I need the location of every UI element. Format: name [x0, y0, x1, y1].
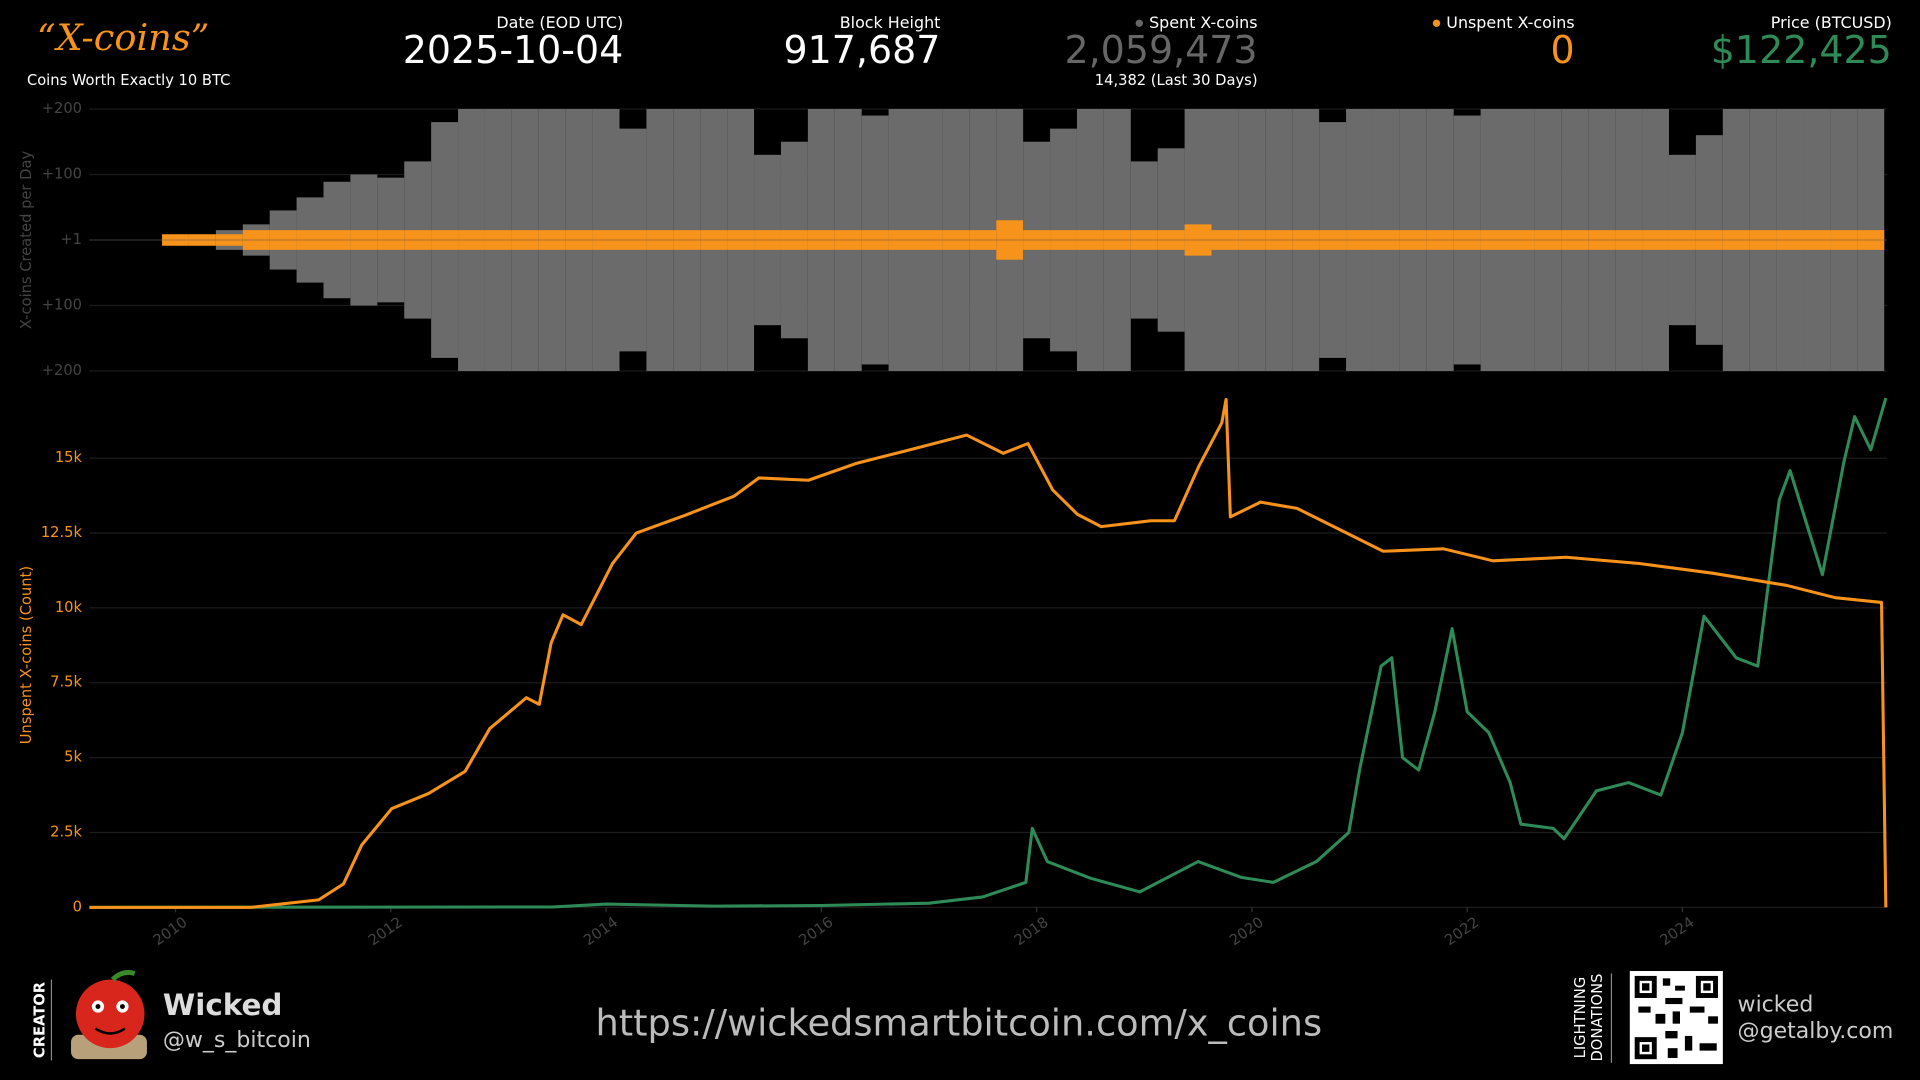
stat-label: Date (EOD UTC) [496, 13, 623, 32]
subtitle: Coins Worth Exactly 10 BTC [27, 72, 230, 89]
y-tick-label: +1 [60, 231, 82, 248]
stat-note: 14,382 (Last 30 Days) [1095, 72, 1258, 89]
donation-handle: @getalby.com [1738, 1019, 1894, 1044]
stat-label: Price (BTCUSD) [1771, 13, 1892, 32]
stat-label: Block Height [840, 13, 941, 32]
y-tick-label: 0 [73, 898, 82, 915]
url[interactable]: https://wickedsmartbitcoin.com/x_coins [595, 1001, 1322, 1044]
y-tick-label: 12.5k [41, 524, 83, 541]
y-axis-label: Unspent X-coins (Count) [18, 566, 35, 744]
y-tick-label: +100 [42, 165, 82, 182]
stat-value: $122,425 [1711, 28, 1892, 72]
stat-value: 2,059,473 [1064, 28, 1257, 72]
qr-code[interactable] [1629, 971, 1723, 1065]
stat-value: 2025-10-04 [403, 28, 623, 72]
avatar [71, 970, 147, 1060]
creator-label: CREATOR [31, 981, 48, 1058]
y-tick-label: 5k [64, 749, 82, 766]
y-tick-label: 7.5k [50, 674, 82, 691]
stat-label: Unspent X-coins [1446, 13, 1574, 32]
line-series [89, 397, 1888, 909]
creator-handle: @w_s_bitcoin [163, 1028, 311, 1053]
y-tick-label: +200 [42, 362, 82, 379]
line-series [89, 397, 1888, 909]
y-axis-label: X-coins Created per Day [18, 151, 35, 330]
legend-dot [1135, 19, 1143, 27]
donation-label: LIGHTNING [1572, 977, 1589, 1059]
y-tick-label: 15k [55, 449, 83, 466]
stat-value: 917,687 [784, 28, 941, 72]
y-tick-label: 10k [55, 599, 83, 616]
donation-label: DONATIONS [1589, 974, 1606, 1062]
legend-dot [1432, 19, 1441, 27]
stat-label: Spent X-coins [1149, 13, 1257, 32]
y-tick-label: +200 [42, 100, 82, 117]
donation-name: wicked [1738, 992, 1814, 1017]
y-tick-label: +100 [42, 297, 82, 314]
y-tick-label: 2.5k [50, 823, 82, 840]
creator-name: Wicked [163, 988, 283, 1022]
stat-value: 0 [1551, 28, 1575, 72]
title: “X-coins” [37, 16, 210, 59]
